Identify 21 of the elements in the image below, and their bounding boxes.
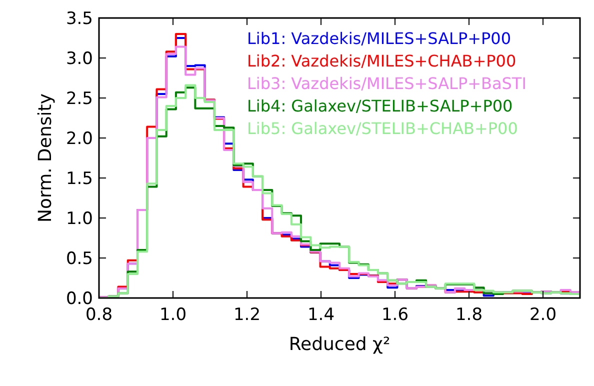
x-axis-title: Reduced χ² (288, 334, 390, 355)
x-tick-label: 1.0 (159, 305, 187, 325)
x-tick-label: 1.2 (233, 305, 261, 325)
text: Lib1: Vazdekis/MILES+SALP+P00 (247, 29, 511, 48)
y-tick-label: 1.5 (66, 169, 93, 189)
y-axis-title: Norm. Density (35, 93, 56, 222)
y-tick-label: 2.5 (66, 89, 93, 109)
series-label: Lib5: Galaxev/STELIB+CHAB+P00 (247, 119, 518, 138)
series-label: Lib4: Galaxev/STELIB+SALP+P00 (247, 96, 513, 116)
y-tick-label: 3.5 (66, 9, 93, 29)
x-tick-label: 2.0 (529, 305, 557, 325)
y-tick-label: 2.0 (66, 129, 93, 149)
y-tick-label: 3.0 (66, 49, 93, 69)
x-tick-label: 1.8 (455, 305, 483, 325)
y-tick-label: 1.0 (66, 209, 93, 229)
text: Lib3: Vazdekis/MILES+SALP+BaSTI (247, 74, 526, 93)
x-tick-label: 1.4 (307, 305, 335, 325)
x-tick-label: 0.8 (85, 305, 113, 325)
x-tick-label: 1.6 (381, 305, 409, 325)
text: Lib2: Vazdekis/MILES+CHAB+P00 (247, 52, 516, 70)
y-tick-label: 0.5 (66, 249, 93, 269)
